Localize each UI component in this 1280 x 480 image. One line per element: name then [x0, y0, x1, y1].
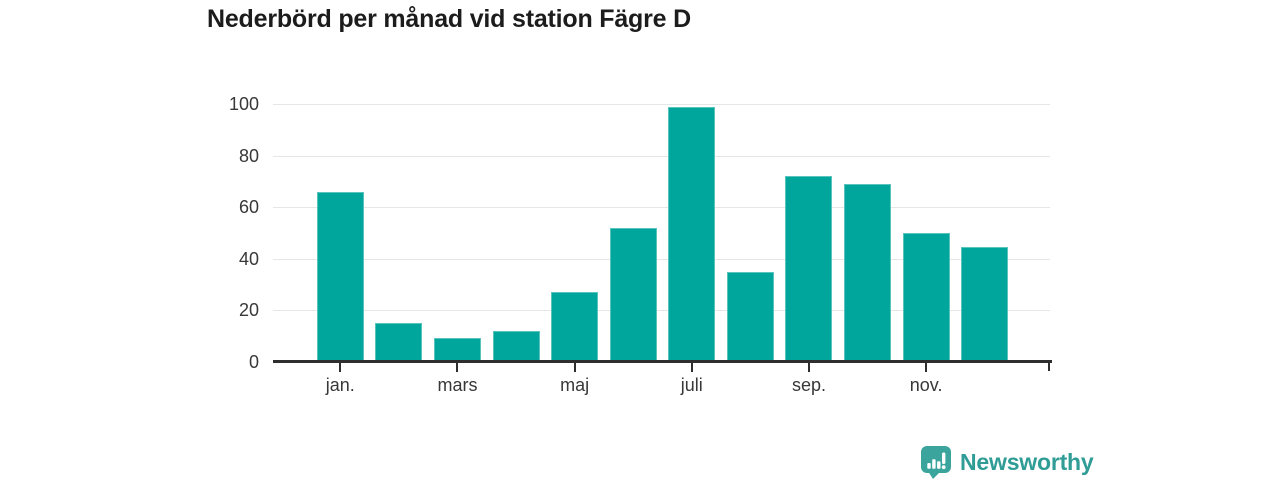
x-axis-end-cap [1048, 362, 1050, 371]
x-axis-tick-label-sep.: sep. [791, 375, 826, 395]
y-axis-tick-label-80: 80 [238, 145, 259, 166]
x-axis-tick-label-maj: maj [560, 375, 590, 395]
x-axis-tick-sep. [807, 363, 810, 372]
bar-juni [609, 227, 657, 362]
bar-sep. [785, 176, 833, 362]
y-axis-tick-label-20: 20 [238, 300, 259, 321]
x-axis-tick-label-nov.: nov. [909, 375, 943, 395]
x-axis-tick-juli [690, 363, 693, 372]
bar-dec. [961, 247, 1009, 362]
bar-jan. [316, 191, 364, 362]
y-axis-tick-label-60: 60 [238, 197, 259, 218]
x-axis-tick-label-jan.: jan. [325, 375, 355, 395]
gridline-80 [273, 155, 1050, 157]
bar-apr. [492, 331, 540, 362]
x-axis-tick-jan. [339, 363, 342, 372]
y-axis-tick-label-40: 40 [238, 248, 259, 269]
bar-aug. [726, 271, 774, 362]
x-axis-line [273, 360, 1052, 363]
gridline-40 [273, 258, 1050, 260]
x-axis-tick-mars [456, 363, 459, 372]
bar-nov. [902, 233, 950, 362]
chart-title: Nederbörd per månad vid station Fägre D [207, 5, 691, 33]
newsworthy-brand-link[interactable]: Newsworthy [920, 444, 1094, 480]
bar-juli [668, 106, 716, 362]
x-axis-tick-maj [573, 363, 576, 372]
gridline-20 [273, 310, 1050, 312]
bar-mars [433, 337, 481, 362]
bar-okt. [844, 183, 892, 362]
x-axis-tick-label-mars: mars [437, 375, 478, 395]
y-axis-tick-label-100: 100 [228, 94, 259, 114]
bar-feb. [375, 323, 423, 362]
x-axis-tick-nov. [925, 363, 928, 372]
gridline-100 [273, 104, 1050, 105]
x-axis-tick-label-juli: juli [680, 375, 703, 395]
y-axis-tick-label-0: 0 [248, 352, 259, 372]
plot-area: jan. mars maj juli sep. nov. [273, 104, 1052, 395]
brand-name: Newsworthy [960, 448, 1094, 475]
bar-maj [551, 292, 599, 362]
gridline-60 [273, 207, 1050, 209]
newsworthy-logo-icon [921, 445, 951, 479]
